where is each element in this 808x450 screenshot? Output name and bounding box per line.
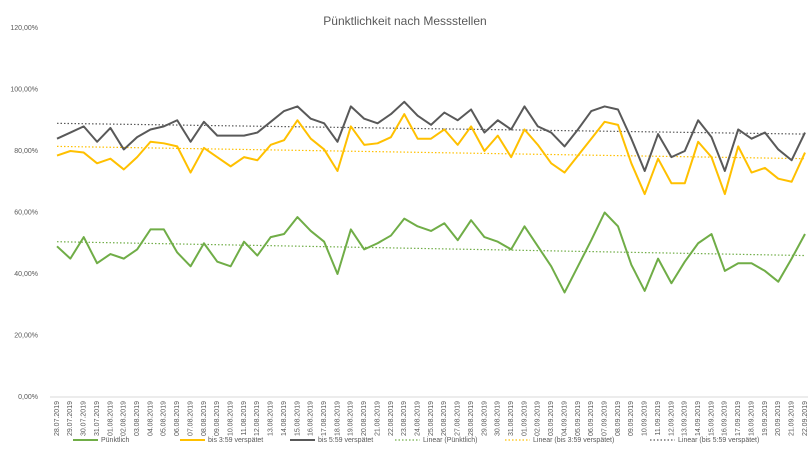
- y-tick-label: 0,00%: [18, 394, 38, 401]
- y-tick-label: 40,00%: [14, 271, 38, 278]
- x-tick-label: 03.08.2019: [134, 401, 141, 436]
- series-line: [56, 100, 806, 172]
- x-tick-label: 20.09.2019: [775, 401, 782, 436]
- x-tick-label: 15.08.2019: [294, 401, 301, 436]
- x-tick-label: 29.07.2019: [67, 401, 74, 436]
- x-tick-label: 17.09.2019: [735, 401, 742, 436]
- x-tick-label: 01.09.2019: [521, 401, 528, 436]
- legend-label: bis 3:59 verspätet: [208, 437, 263, 444]
- x-tick-label: 13.08.2019: [268, 401, 275, 436]
- x-tick-label: 05.09.2019: [575, 401, 582, 436]
- x-tick-label: 26.08.2019: [441, 401, 448, 436]
- x-tick-label: 09.09.2019: [628, 401, 635, 436]
- x-tick-label: 25.08.2019: [428, 401, 435, 436]
- x-tick-label: 18.08.2019: [334, 401, 341, 436]
- x-tick-label: 12.08.2019: [254, 401, 261, 436]
- x-tick-label: 28.08.2019: [468, 401, 475, 436]
- x-tick-label: 11.08.2019: [241, 401, 248, 436]
- trendline: [56, 241, 806, 257]
- series-line: [56, 113, 806, 196]
- x-tick-label: 07.09.2019: [601, 401, 608, 436]
- x-tick-label: 30.07.2019: [81, 401, 88, 436]
- x-tick-label: 10.09.2019: [642, 401, 649, 436]
- y-tick-label: 20,00%: [14, 332, 38, 339]
- x-tick-label: 13.09.2019: [682, 401, 689, 436]
- legend-label: Linear (bis 3:59 verspätet): [533, 437, 614, 444]
- legend-label: Pünktlich: [101, 437, 130, 444]
- trendline: [56, 145, 806, 160]
- x-tick-label: 21.09.2019: [788, 401, 795, 436]
- x-tick-label: 02.08.2019: [121, 401, 128, 436]
- x-tick-label: 09.08.2019: [214, 401, 221, 436]
- x-tick-label: 08.08.2019: [201, 401, 208, 436]
- x-tick-label: 04.09.2019: [561, 401, 568, 436]
- x-tick-label: 22.09.2019: [802, 401, 808, 436]
- x-tick-label: 05.08.2019: [161, 401, 168, 436]
- x-tick-label: 14.08.2019: [281, 401, 288, 436]
- x-tick-label: 22.08.2019: [388, 401, 395, 436]
- x-tick-label: 31.07.2019: [94, 401, 101, 436]
- x-tick-label: 27.08.2019: [455, 401, 462, 436]
- x-tick-label: 20.08.2019: [361, 401, 368, 436]
- x-tick-label: 04.08.2019: [147, 401, 154, 436]
- x-tick-label: 18.09.2019: [748, 401, 755, 436]
- y-tick-label: 120,00%: [10, 25, 38, 32]
- legend-label: Linear (bis 5:59 verspätet): [678, 437, 759, 444]
- x-tick-label: 15.09.2019: [708, 401, 715, 436]
- x-tick-label: 16.09.2019: [722, 401, 729, 436]
- x-tick-label: 10.08.2019: [227, 401, 234, 436]
- trendline: [56, 122, 806, 135]
- x-tick-label: 11.09.2019: [655, 401, 662, 436]
- x-tick-label: 01.08.2019: [107, 401, 114, 436]
- x-tick-label: 30.08.2019: [495, 401, 502, 436]
- x-tick-label: 28.07.2019: [54, 401, 61, 436]
- y-tick-label: 60,00%: [14, 209, 38, 216]
- chart-title: Pünktlichkeit nach Messstellen: [323, 14, 486, 28]
- x-tick-label: 21.08.2019: [374, 401, 381, 436]
- x-tick-label: 31.08.2019: [508, 401, 515, 436]
- y-tick-label: 80,00%: [14, 148, 38, 155]
- legend-label: bis 5:59 verspätet: [318, 437, 373, 444]
- x-tick-label: 07.08.2019: [187, 401, 194, 436]
- x-tick-label: 14.09.2019: [695, 401, 702, 436]
- x-tick-label: 12.09.2019: [668, 401, 675, 436]
- x-tick-label: 06.08.2019: [174, 401, 181, 436]
- legend-label: Linear (Pünktlich): [423, 437, 477, 444]
- x-tick-label: 19.09.2019: [762, 401, 769, 436]
- x-tick-label: 29.08.2019: [481, 401, 488, 436]
- x-tick-label: 23.08.2019: [401, 401, 408, 436]
- x-tick-label: 16.08.2019: [308, 401, 315, 436]
- x-tick-label: 19.08.2019: [348, 401, 355, 436]
- x-tick-label: 03.09.2019: [548, 401, 555, 436]
- series-line: [56, 211, 806, 294]
- y-tick-label: 100,00%: [10, 86, 38, 93]
- x-tick-label: 24.08.2019: [414, 401, 421, 436]
- x-tick-label: 08.09.2019: [615, 401, 622, 436]
- x-tick-label: 02.09.2019: [535, 401, 542, 436]
- x-tick-label: 17.08.2019: [321, 401, 328, 436]
- x-tick-label: 06.09.2019: [588, 401, 595, 436]
